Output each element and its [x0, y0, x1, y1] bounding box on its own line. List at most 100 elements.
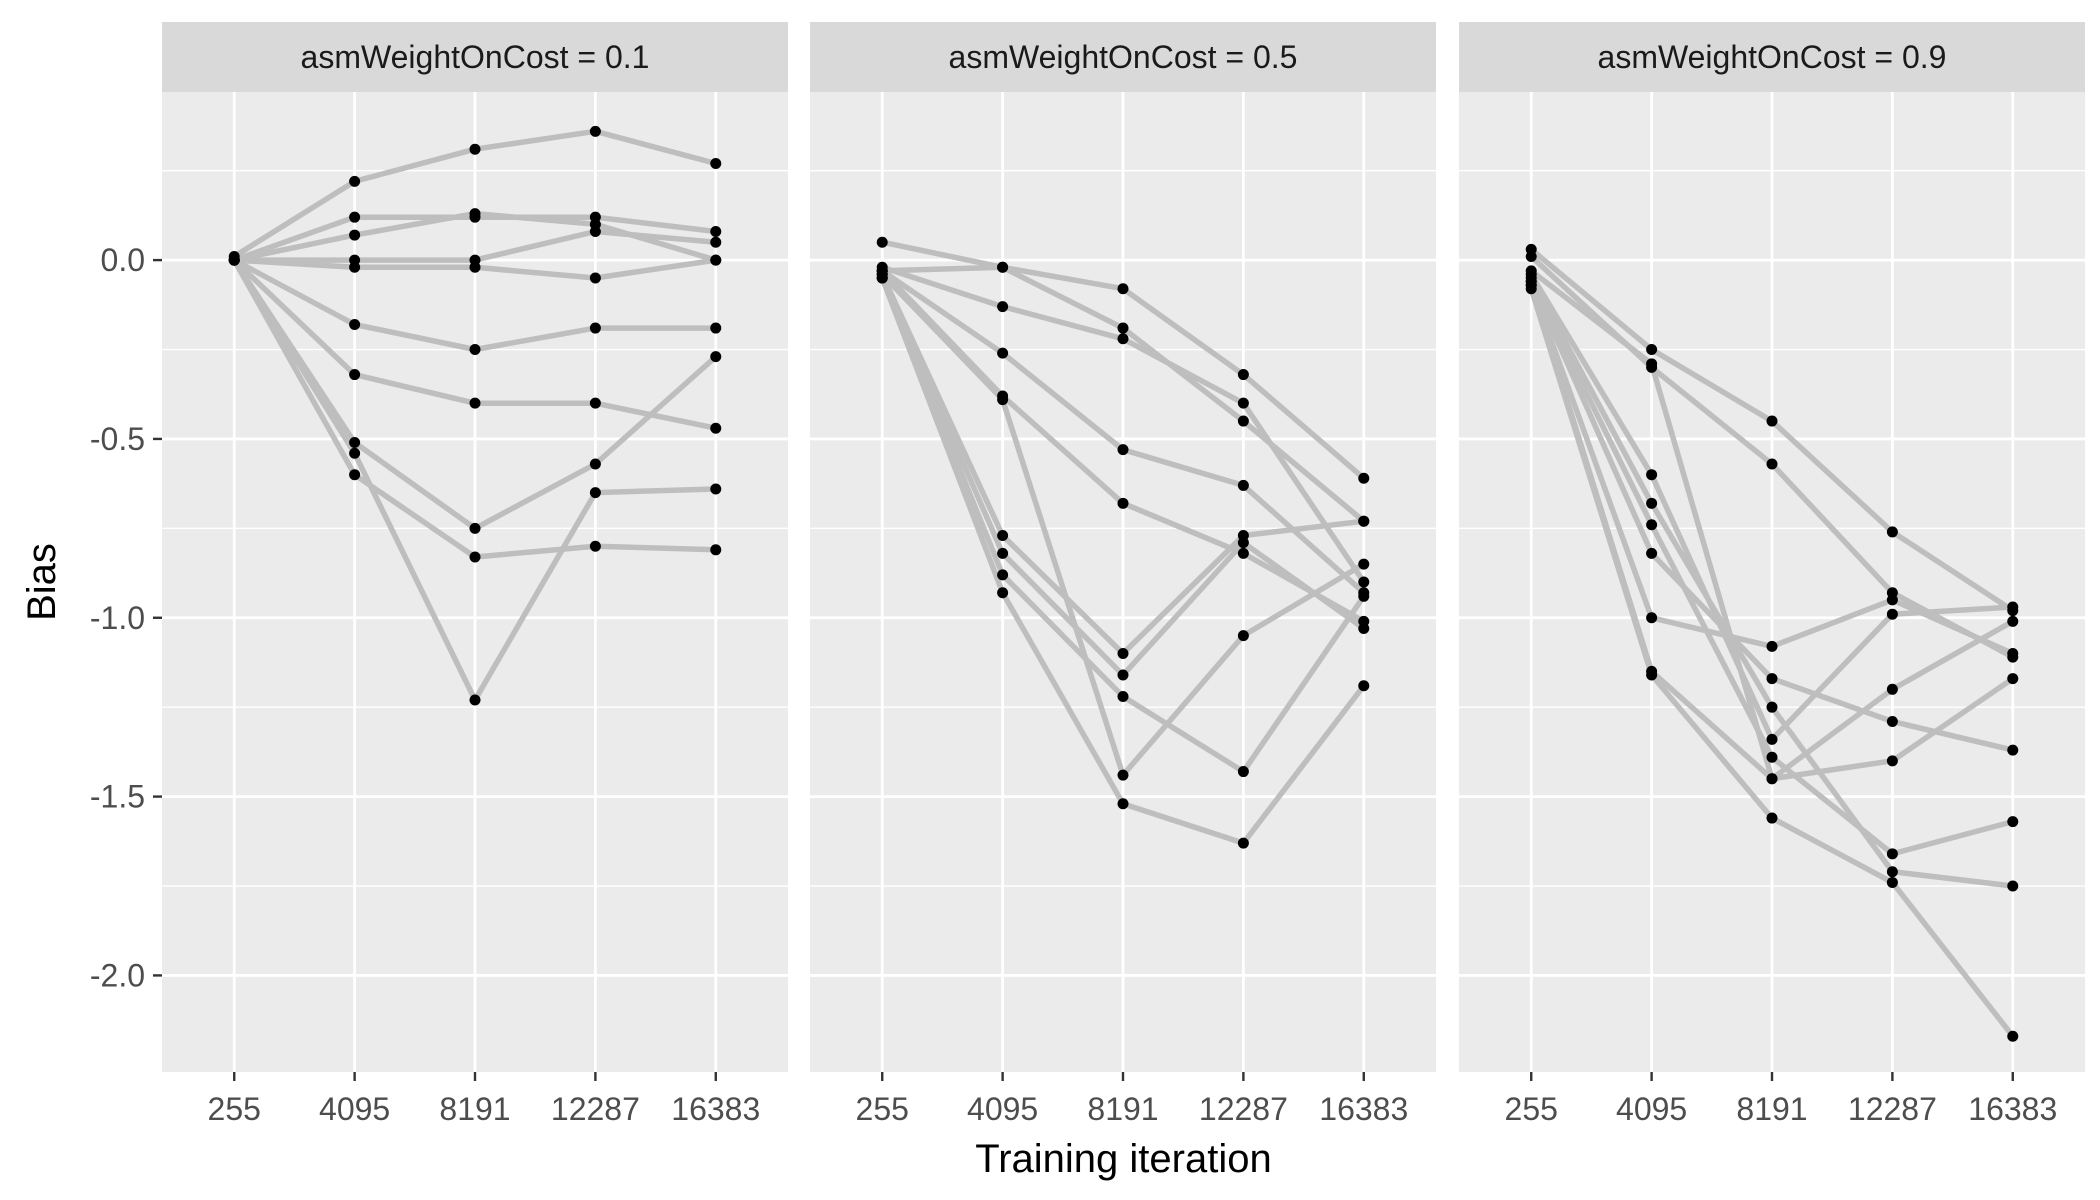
data-point	[1886, 715, 1898, 727]
data-point	[349, 229, 361, 241]
data-point	[1237, 837, 1249, 849]
y-tick-label: -0.5	[90, 421, 145, 457]
x-tick-label: 12287	[1848, 1091, 1937, 1127]
data-point	[1886, 594, 1898, 606]
data-point	[469, 551, 481, 563]
data-point	[469, 397, 481, 409]
data-point	[710, 225, 722, 237]
data-point	[1525, 283, 1537, 295]
facet-strip-label: asmWeightOnCost = 0.9	[1598, 39, 1947, 75]
data-point	[2007, 615, 2019, 627]
data-point	[1766, 701, 1778, 713]
data-point	[349, 437, 361, 449]
data-point	[1525, 251, 1537, 263]
data-point	[2007, 880, 2019, 892]
data-point	[1766, 773, 1778, 785]
data-point	[589, 540, 601, 552]
x-tick-label: 4095	[319, 1091, 390, 1127]
data-point	[469, 694, 481, 706]
data-point	[710, 236, 722, 248]
data-point	[710, 422, 722, 434]
x-tick-label: 8191	[1087, 1091, 1158, 1127]
data-point	[2007, 744, 2019, 756]
data-point	[1886, 876, 1898, 888]
x-tick-label: 8191	[1736, 1091, 1807, 1127]
data-point	[997, 301, 1009, 313]
data-point	[876, 272, 888, 284]
facet-strip	[1459, 22, 2085, 92]
data-point	[469, 208, 481, 220]
x-tick-label: 16383	[1319, 1091, 1408, 1127]
facet-strip-label: asmWeightOnCost = 0.1	[301, 39, 650, 75]
x-tick-label: 255	[208, 1091, 261, 1127]
data-point	[1886, 755, 1898, 767]
data-point	[589, 458, 601, 470]
x-tick-label: 16383	[671, 1091, 760, 1127]
data-point	[1237, 415, 1249, 427]
data-point	[876, 236, 888, 248]
data-point	[997, 547, 1009, 559]
data-point	[1117, 333, 1129, 345]
data-point	[1766, 751, 1778, 763]
y-tick-label: -1.0	[90, 600, 145, 636]
data-point	[1358, 680, 1370, 692]
data-point	[1646, 669, 1658, 681]
data-point	[997, 261, 1009, 273]
data-point	[1237, 630, 1249, 642]
data-point	[997, 587, 1009, 599]
data-point	[1358, 558, 1370, 570]
data-point	[469, 522, 481, 534]
x-axis-title: Training iteration	[975, 1137, 1271, 1181]
data-point	[710, 351, 722, 363]
y-tick-label: -1.5	[90, 779, 145, 815]
data-point	[1237, 479, 1249, 491]
data-point	[997, 394, 1009, 406]
facet-strip	[810, 22, 1436, 92]
data-point	[2007, 648, 2019, 660]
data-point	[1237, 537, 1249, 549]
data-point	[589, 397, 601, 409]
data-point	[349, 175, 361, 187]
data-point	[589, 272, 601, 284]
data-point	[228, 254, 240, 266]
facet-panel-1: asmWeightOnCost = 0.1 255 4095 8191 12287 163…	[162, 22, 788, 1127]
data-point	[1237, 397, 1249, 409]
data-point	[1117, 497, 1129, 509]
data-point	[1766, 640, 1778, 652]
x-tick-label: 255	[1505, 1091, 1558, 1127]
data-point	[589, 322, 601, 334]
data-point	[349, 211, 361, 223]
data-point	[469, 143, 481, 155]
data-point	[1646, 497, 1658, 509]
data-point	[2007, 816, 2019, 828]
data-point	[1117, 283, 1129, 295]
x-tick-label: 4095	[967, 1091, 1038, 1127]
data-point	[589, 125, 601, 137]
data-point	[589, 225, 601, 237]
data-point	[1237, 766, 1249, 778]
data-point	[1886, 526, 1898, 538]
data-point	[1766, 812, 1778, 824]
facet-strip	[162, 22, 788, 92]
data-point	[997, 347, 1009, 359]
y-tick-label: 0.0	[101, 242, 145, 278]
data-point	[710, 483, 722, 495]
data-point	[997, 569, 1009, 581]
data-point	[1766, 458, 1778, 470]
data-point	[1117, 769, 1129, 781]
data-point	[1646, 519, 1658, 531]
data-point	[2007, 1030, 2019, 1042]
data-point	[1886, 683, 1898, 695]
data-point	[469, 261, 481, 273]
data-point	[997, 530, 1009, 542]
facet-panel-2: asmWeightOnCost = 0.5 255 4095 8191 12287 163…	[810, 22, 1436, 1127]
facet-strip-label: asmWeightOnCost = 0.5	[949, 39, 1298, 75]
x-tick-label: 255	[856, 1091, 909, 1127]
data-point	[1766, 733, 1778, 745]
data-point	[1117, 798, 1129, 810]
x-tick-label: 16383	[1968, 1091, 2057, 1127]
data-point	[2007, 673, 2019, 685]
data-point	[1237, 369, 1249, 381]
data-point	[1646, 547, 1658, 559]
